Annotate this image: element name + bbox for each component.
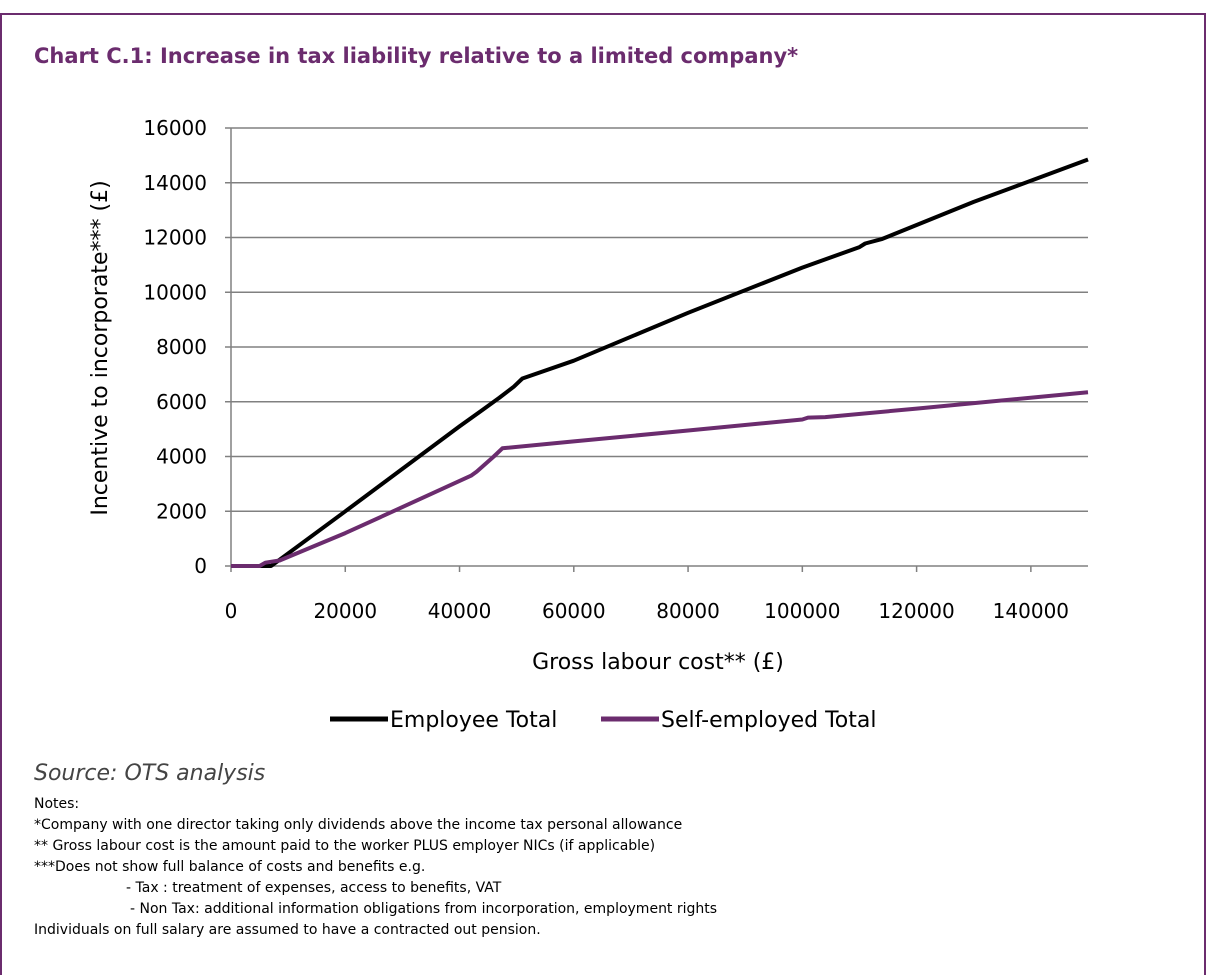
y-tick-label: 2000 (156, 499, 207, 523)
y-tick-label: 0 (194, 554, 207, 578)
x-axis-label: Gross labour cost** (£) (532, 650, 784, 675)
gridlines (231, 127, 1088, 567)
y-tick-label: 12000 (143, 226, 207, 250)
legend: Employee Total Self-employed Total (330, 708, 877, 733)
note-line-1: *Company with one director taking only d… (34, 817, 683, 833)
x-tick-label: 40000 (428, 599, 492, 623)
note-line-5: - Non Tax: additional information obliga… (130, 901, 718, 917)
chart-frame (0, 13, 1206, 975)
y-tick-label: 4000 (156, 445, 207, 469)
note-line-3: ***Does not show full balance of costs a… (34, 859, 426, 875)
notes: Notes: *Company with one director taking… (34, 794, 717, 941)
x-tick-label: 0 (225, 599, 238, 623)
y-tick-labels: 0 2000 4000 6000 8000 10000 12000 14000 16000 (143, 116, 207, 578)
axes (225, 127, 1032, 572)
source-note: Source: OTS analysis (34, 761, 266, 786)
chart-title: Chart C.1: Increase in tax liability rel… (34, 44, 799, 68)
note-line-6: Individuals on full salary are assumed t… (34, 922, 541, 938)
note-line-4: - Tax : treatment of expenses, access to… (126, 880, 502, 896)
y-tick-label: 6000 (156, 390, 207, 414)
series-lines (231, 157, 1089, 568)
y-tick-label: 16000 (143, 116, 207, 140)
series-line-employee-total (231, 157, 1089, 568)
y-tick-label: 14000 (143, 171, 207, 195)
note-line-2: ** Gross labour cost is the amount paid … (34, 838, 656, 854)
legend-self-employed-total-label: Self-employed Total (661, 708, 877, 733)
notes-heading: Notes: (34, 796, 80, 812)
series-line-self-employed-total (231, 390, 1089, 568)
x-tick-label: 120000 (878, 599, 954, 623)
x-tick-labels: 0 20000 40000 60000 80000 100000 120000 140000 (225, 599, 1069, 623)
y-tick-label: 10000 (143, 280, 207, 304)
y-tick-label: 8000 (156, 335, 207, 359)
x-tick-label: 60000 (542, 599, 606, 623)
line-chart: 0 2000 4000 6000 8000 10000 12000 14000 16000 0 2… (88, 116, 1089, 733)
y-axis-label: Incentive to incorporate*** (£) (88, 180, 113, 515)
x-tick-label: 140000 (993, 599, 1069, 623)
x-tick-label: 100000 (764, 599, 840, 623)
x-tick-label: 20000 (313, 599, 377, 623)
legend-employee-total-label: Employee Total (390, 708, 557, 733)
x-tick-label: 80000 (656, 599, 720, 623)
